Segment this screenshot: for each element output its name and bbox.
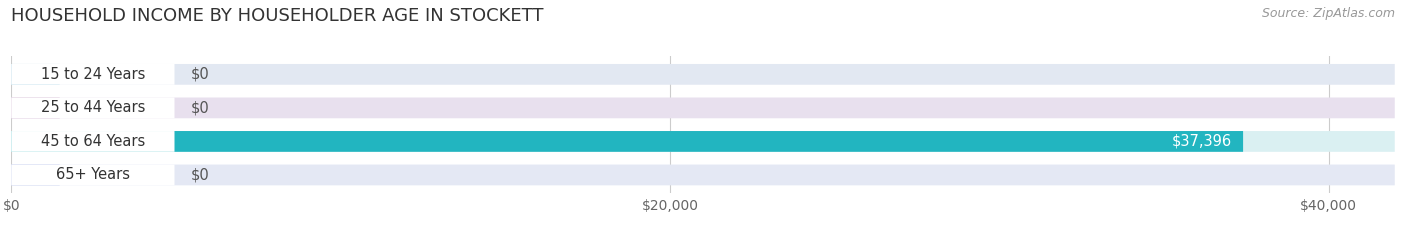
FancyBboxPatch shape [11,97,1395,118]
FancyBboxPatch shape [11,64,174,85]
Text: Source: ZipAtlas.com: Source: ZipAtlas.com [1261,7,1395,20]
Text: $37,396: $37,396 [1171,134,1232,149]
FancyBboxPatch shape [11,97,59,118]
FancyBboxPatch shape [11,164,59,185]
FancyBboxPatch shape [11,131,1395,152]
FancyBboxPatch shape [11,164,1395,185]
Text: 65+ Years: 65+ Years [56,168,129,182]
FancyBboxPatch shape [11,164,174,185]
Text: $0: $0 [191,168,209,182]
FancyBboxPatch shape [11,131,174,152]
Text: $0: $0 [191,100,209,115]
Text: $0: $0 [191,67,209,82]
Text: 15 to 24 Years: 15 to 24 Years [41,67,145,82]
Text: HOUSEHOLD INCOME BY HOUSEHOLDER AGE IN STOCKETT: HOUSEHOLD INCOME BY HOUSEHOLDER AGE IN S… [11,7,544,25]
Text: 25 to 44 Years: 25 to 44 Years [41,100,145,115]
FancyBboxPatch shape [11,97,174,118]
FancyBboxPatch shape [11,64,1395,85]
FancyBboxPatch shape [11,64,59,85]
FancyBboxPatch shape [11,131,1243,152]
Text: 45 to 64 Years: 45 to 64 Years [41,134,145,149]
